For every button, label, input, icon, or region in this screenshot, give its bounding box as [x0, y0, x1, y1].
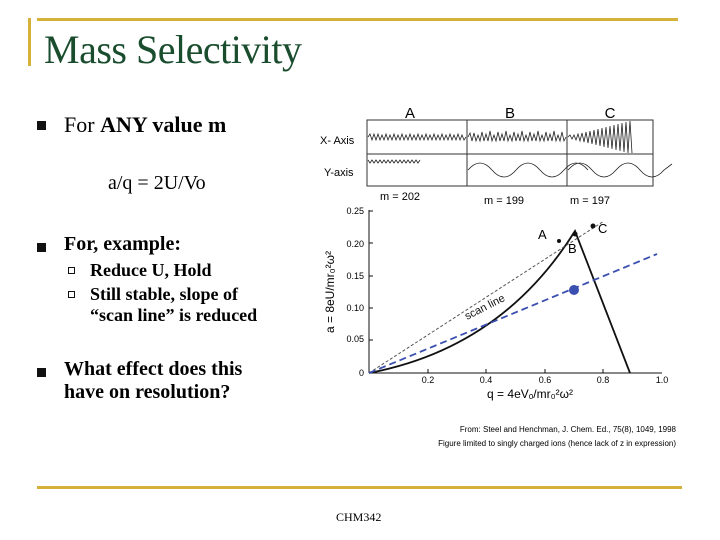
x-tick-label: 1.0 [656, 375, 669, 385]
sub-bullet-marker [68, 267, 75, 274]
bullet-marker [37, 368, 46, 377]
point-c-label: C [598, 221, 607, 236]
frame-top-rule [37, 18, 678, 21]
point-b-label: B [568, 241, 577, 256]
y-tick-label: 0.15 [346, 271, 364, 281]
sub-bullet-reduce-u: Reduce U, Hold [90, 260, 212, 280]
scan-line [368, 253, 658, 374]
y-tick-label: 0 [359, 368, 364, 378]
row-label-x-axis: X- Axis [320, 135, 355, 147]
x-axis-trace-c [567, 120, 633, 154]
sub-bullet-scan-line: “scan line” is reduced [90, 305, 258, 325]
sub-bullet-marker [68, 291, 75, 298]
stability-boundary [368, 228, 631, 374]
frame-left-rule [28, 18, 31, 66]
citation-note: Figure limited to singly charged ions (h… [438, 439, 676, 448]
bullet-marker [37, 121, 46, 130]
x-tick-label: 0.4 [480, 375, 493, 385]
panel-label-b: B [505, 105, 515, 122]
bullet-marker [37, 243, 46, 252]
citation-source: From: Steel and Henchman, J. Chem. Ed., … [460, 425, 677, 434]
reference-line-dotted [368, 220, 605, 374]
point-c-marker [590, 223, 596, 229]
y-axis-title: a = 8eU/mr₀²ω² [323, 251, 337, 333]
stability-diagram-figure: A B C X- Axis Y-axis m = 202 m = 199 m =… [320, 105, 677, 448]
mass-label-202: m = 202 [380, 191, 420, 203]
x-axis-trace-a [367, 132, 467, 142]
bullet-for-example: For, example: [64, 233, 182, 255]
bullet-text: For [64, 112, 101, 137]
bullet-any-value: For ANY value m [64, 112, 226, 138]
equation: a/q = 2U/Vo [108, 172, 206, 194]
mass-label-197: m = 197 [570, 195, 610, 207]
bullet-resolution-line1: What effect does this [64, 358, 243, 380]
row-label-y-axis: Y-axis [324, 167, 354, 179]
point-a-marker [557, 239, 561, 243]
point-a-label: A [538, 227, 547, 242]
sub-bullet-still-stable: Still stable, slope of [90, 284, 239, 304]
stability-diagram: 0.25 0.20 0.15 0.10 0.05 0 0.2 0.4 0.6 0… [323, 206, 668, 401]
mass-label-199: m = 199 [484, 195, 524, 207]
panel-label-c: C [605, 105, 616, 122]
x-axis-trace-b [467, 130, 567, 143]
point-b-marker [572, 231, 578, 237]
y-tick-label: 0.05 [346, 334, 364, 344]
footer-course-code: CHM342 [336, 510, 382, 524]
frame-bottom-rule [37, 486, 682, 489]
operating-point-marker [569, 285, 579, 295]
x-tick-label: 0.8 [597, 375, 610, 385]
bullet-bold-text: ANY value m [100, 112, 227, 137]
panel-frame [366, 119, 654, 187]
slide-title: Mass Selectivity [44, 27, 302, 72]
panel-label-a: A [405, 105, 415, 122]
y-tick-label: 0.25 [346, 206, 364, 216]
y-axis-trace-c [567, 162, 673, 178]
bullet-resolution-line2: have on resolution? [64, 381, 231, 403]
x-tick-label: 0.2 [422, 375, 435, 385]
oscillation-panels: A B C X- Axis Y-axis m = 202 m = 199 m =… [320, 105, 673, 207]
x-tick-label: 0.6 [539, 375, 552, 385]
y-axis-trace-a [367, 159, 421, 164]
y-tick-label: 0.10 [346, 303, 364, 313]
y-tick-label: 0.20 [346, 239, 364, 249]
x-axis-title: q = 4eVₒ/mr₀²ω² [487, 387, 573, 401]
y-axis-trace-b [467, 162, 589, 178]
